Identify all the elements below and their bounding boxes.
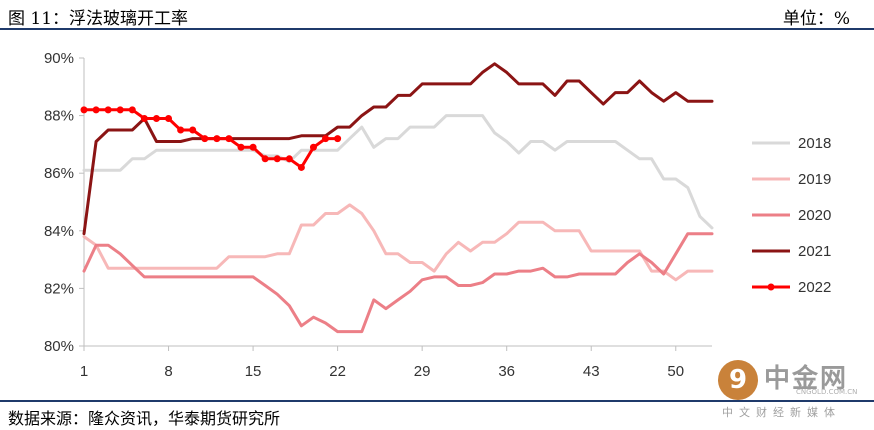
x-tick-label: 29 xyxy=(414,363,431,380)
data-point-2022 xyxy=(334,135,342,143)
legend: 2018 2019 2020 2021 2022 xyxy=(752,135,831,296)
data-point-2022 xyxy=(285,155,293,163)
data-point-2022 xyxy=(261,155,269,163)
watermark-logo-text: 中金网 xyxy=(764,364,849,394)
data-point-2022 xyxy=(309,143,317,151)
data-point-2022 xyxy=(116,106,124,114)
legend-label-2018: 2018 xyxy=(798,135,831,152)
x-tick-label: 36 xyxy=(498,363,515,380)
data-point-2022 xyxy=(165,114,173,122)
legend-label-2020: 2020 xyxy=(798,207,831,224)
data-point-2022 xyxy=(249,143,257,151)
series-line-2020 xyxy=(82,232,714,334)
x-tick-label: 15 xyxy=(245,363,262,380)
data-point-2022 xyxy=(237,143,245,151)
data-point-2022 xyxy=(189,126,197,134)
data-point-2022 xyxy=(92,106,100,114)
y-tick-label: 88% xyxy=(44,108,74,125)
data-point-2022 xyxy=(213,135,221,143)
y-tick-label: 84% xyxy=(44,223,74,240)
series-group xyxy=(80,62,714,334)
y-tick-label: 80% xyxy=(44,338,74,355)
axes: 80% 82% 84% 86% 88% 90% 1 8 15 22 29 36 43 50 xyxy=(44,50,712,380)
watermark-url: CNGOLD.COM.CN xyxy=(796,388,858,396)
legend-label-2021: 2021 xyxy=(798,243,831,260)
watermark-subtitle: 中文财经新媒体 xyxy=(722,406,841,419)
x-tick-label: 22 xyxy=(329,363,346,380)
data-point-2022 xyxy=(297,163,305,171)
watermark-logo-icon: 9 xyxy=(718,360,758,400)
x-tick-label: 43 xyxy=(583,363,600,380)
header: 图 11：浮法玻璃开工率 单位：% xyxy=(0,0,874,32)
data-point-2022 xyxy=(152,114,160,122)
series-line-2021 xyxy=(82,62,714,236)
x-tick-label: 8 xyxy=(164,363,172,380)
x-tick-label: 50 xyxy=(667,363,684,380)
y-tick-label: 90% xyxy=(44,50,74,67)
data-point-2022 xyxy=(140,114,148,122)
data-point-2022 xyxy=(225,135,233,143)
x-tick-label: 1 xyxy=(80,363,88,380)
legend-label-2022: 2022 xyxy=(798,279,831,296)
source-note: 数据来源：隆众资讯，华泰期货研究所 xyxy=(8,409,281,428)
data-point-2022 xyxy=(322,135,330,143)
y-tick-label: 86% xyxy=(44,165,74,182)
data-point-2022 xyxy=(273,155,281,163)
data-point-2022 xyxy=(201,135,209,143)
top-rule xyxy=(0,28,874,30)
unit-label: 单位：% xyxy=(782,9,850,29)
y-tick-label: 82% xyxy=(44,280,74,297)
legend-label-2019: 2019 xyxy=(798,171,831,188)
series-line-2022 xyxy=(82,108,340,169)
watermark: 9 中金网 CNGOLD.COM.CN 中文财经新媒体 xyxy=(716,356,866,420)
chart-title: 图 11：浮法玻璃开工率 xyxy=(8,9,189,29)
line-chart: 80%82%84%86%88%90%1 8 15 22 29 36 43 50 2018201… xyxy=(44,50,831,380)
bottom-rule xyxy=(0,400,874,402)
data-point-2022 xyxy=(80,106,88,114)
legend-marker-2022 xyxy=(767,283,775,291)
series-line-2019 xyxy=(82,203,714,282)
data-point-2022 xyxy=(177,126,185,134)
series-line-2018 xyxy=(82,114,714,230)
data-point-2022 xyxy=(128,106,136,114)
data-point-2022 xyxy=(104,106,112,114)
